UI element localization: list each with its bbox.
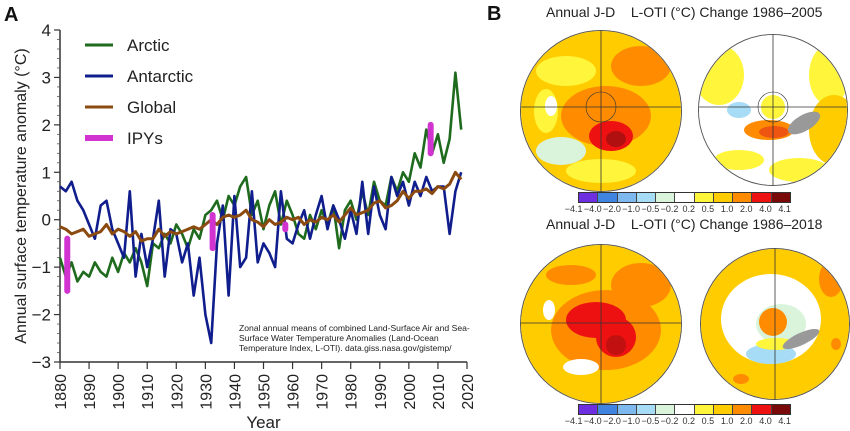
- colorbar-tick-label: −4.0: [583, 416, 602, 426]
- x-tick-label: 2010: [431, 374, 448, 410]
- colorbar-tick-label: 2.0: [740, 204, 753, 214]
- colorbar-tick-label: −4.1: [564, 416, 583, 426]
- x-tick-label: 1880: [53, 374, 70, 410]
- y-tick-label: 1: [42, 163, 51, 182]
- colorbar-bottom: [578, 404, 791, 415]
- legend-label-antarctic: Antarctic: [127, 67, 194, 86]
- annotation-line: Temperature Index, L-OTI). data.giss.nas…: [239, 343, 452, 353]
- colorbar-swatch: [617, 405, 637, 414]
- colorbar-tick-label: −2.0: [603, 416, 621, 426]
- series-line-global: [59, 170, 463, 243]
- colorbar-tick-label: 4.1: [778, 416, 791, 426]
- colorbar-tick-label: 0.5: [701, 204, 715, 214]
- colorbar-swatch: [636, 193, 657, 202]
- colorbar-tick-label: −1.0: [622, 204, 641, 214]
- colorbar-swatch: [713, 405, 734, 414]
- colorbar-swatch: [752, 405, 772, 414]
- colorbar-swatch: [656, 405, 676, 414]
- colorbar-tick-label: −0.5: [641, 204, 660, 214]
- colorbar-top: [578, 192, 791, 203]
- colorbar-tick-label: 0.2: [682, 416, 695, 426]
- map-south-1986-2018: [700, 248, 850, 400]
- map-north-1986-2005: [520, 30, 682, 192]
- annotation-line: Surface Water Temperature Anomalies (Lan…: [239, 333, 439, 343]
- y-tick-label: 4: [42, 21, 51, 40]
- y-tick-label: 3: [42, 68, 51, 87]
- x-tick-label: 1940: [227, 374, 244, 410]
- colorbar-swatch: [694, 193, 714, 202]
- colorbar-tick-label: 4.1: [778, 204, 791, 214]
- panel-b-label: B: [487, 3, 502, 25]
- colorbar-swatch: [675, 405, 695, 414]
- colorbar-tick-label: 0.2: [682, 204, 695, 214]
- x-tick-label: 1930: [198, 374, 215, 410]
- colorbar-labels-top: −4.1 −4.0 −2.0 −1.0 −0.5 −0.2 0.2 0.5 1.0 2.0 4.0 4…: [564, 204, 794, 214]
- map-north-1986-2018: [520, 244, 682, 404]
- y-tick-label: 2: [42, 116, 51, 135]
- colorbar-tick-label: 1.0: [720, 416, 734, 426]
- series-line-antarctic: [59, 171, 463, 345]
- colorbar-swatch: [675, 193, 695, 202]
- colorbar-swatch: [656, 193, 676, 202]
- colorbar-swatch: [579, 193, 599, 202]
- colorbar-tick-label: −0.5: [641, 416, 660, 426]
- colorbar-tick-label: −4.1: [564, 204, 583, 214]
- x-tick-label: 1910: [140, 374, 157, 410]
- x-tick-label: 1960: [286, 374, 303, 410]
- colorbar-swatch: [771, 193, 790, 202]
- y-tick-label: −1: [32, 258, 51, 277]
- colorbar-swatch: [752, 193, 772, 202]
- colorbar-tick-label: −0.2: [660, 416, 679, 426]
- x-tick-label: 1990: [373, 374, 390, 410]
- colorbar-swatch: [713, 193, 734, 202]
- x-tick-label: 1890: [82, 374, 99, 410]
- colorbar-swatch: [598, 193, 618, 202]
- colorbar-swatch: [636, 405, 657, 414]
- colorbar-swatch: [617, 193, 637, 202]
- colorbar-tick-label: −2.0: [603, 204, 621, 214]
- x-tick-label: 2020: [460, 374, 477, 410]
- colorbar-swatch: [579, 405, 599, 414]
- x-tick-label: 1920: [169, 374, 186, 410]
- colorbar-tick-label: 4.0: [759, 416, 772, 426]
- x-tick-label: 1970: [315, 374, 332, 410]
- y-tick-label: −2: [32, 306, 51, 325]
- y-tick-label: −3: [32, 353, 51, 372]
- map-south-1986-2005: [698, 34, 848, 186]
- colorbar-swatch: [771, 405, 790, 414]
- legend-label-ipys: IPYs: [127, 129, 163, 148]
- y-axis-label: Annual surface temperature anomaly (°C): [13, 48, 30, 343]
- map-title-top: Annual J-D L-OTI (°C) Change 1986–2005: [546, 4, 823, 20]
- x-tick-label: 1950: [257, 374, 274, 410]
- annotation-line: Zonal annual means of combined Land-Surf…: [239, 323, 470, 333]
- colorbar-tick-label: −4.0: [583, 204, 602, 214]
- y-tick-label: 0: [42, 211, 51, 230]
- x-tick-label: 2000: [402, 374, 419, 410]
- x-tick-label: 1900: [111, 374, 128, 410]
- colorbar-labels-bottom: −4.1 −4.0 −2.0 −1.0 −0.5 −0.2 0.2 0.5 1.0 2.0 4.0 4…: [564, 416, 794, 426]
- colorbar-tick-label: 1.0: [720, 204, 734, 214]
- colorbar-swatch: [733, 405, 753, 414]
- colorbar-tick-label: 2.0: [740, 416, 753, 426]
- colorbar-tick-label: −0.2: [660, 204, 679, 214]
- panel-a-label: A: [4, 4, 19, 26]
- legend-label-global: Global: [127, 98, 176, 117]
- colorbar-swatch: [598, 405, 618, 414]
- colorbar-tick-label: 0.5: [701, 416, 715, 426]
- map-title-bottom: Annual J-D L-OTI (°C) Change 1986–2018: [546, 216, 823, 232]
- x-tick-label: 1980: [344, 374, 361, 410]
- legend-label-arctic: Arctic: [127, 36, 170, 55]
- colorbar-tick-label: −1.0: [622, 416, 641, 426]
- colorbar-tick-label: 4.0: [759, 204, 772, 214]
- colorbar-swatch: [733, 193, 753, 202]
- colorbar-swatch: [694, 405, 714, 414]
- x-axis-label: Year: [246, 413, 281, 431]
